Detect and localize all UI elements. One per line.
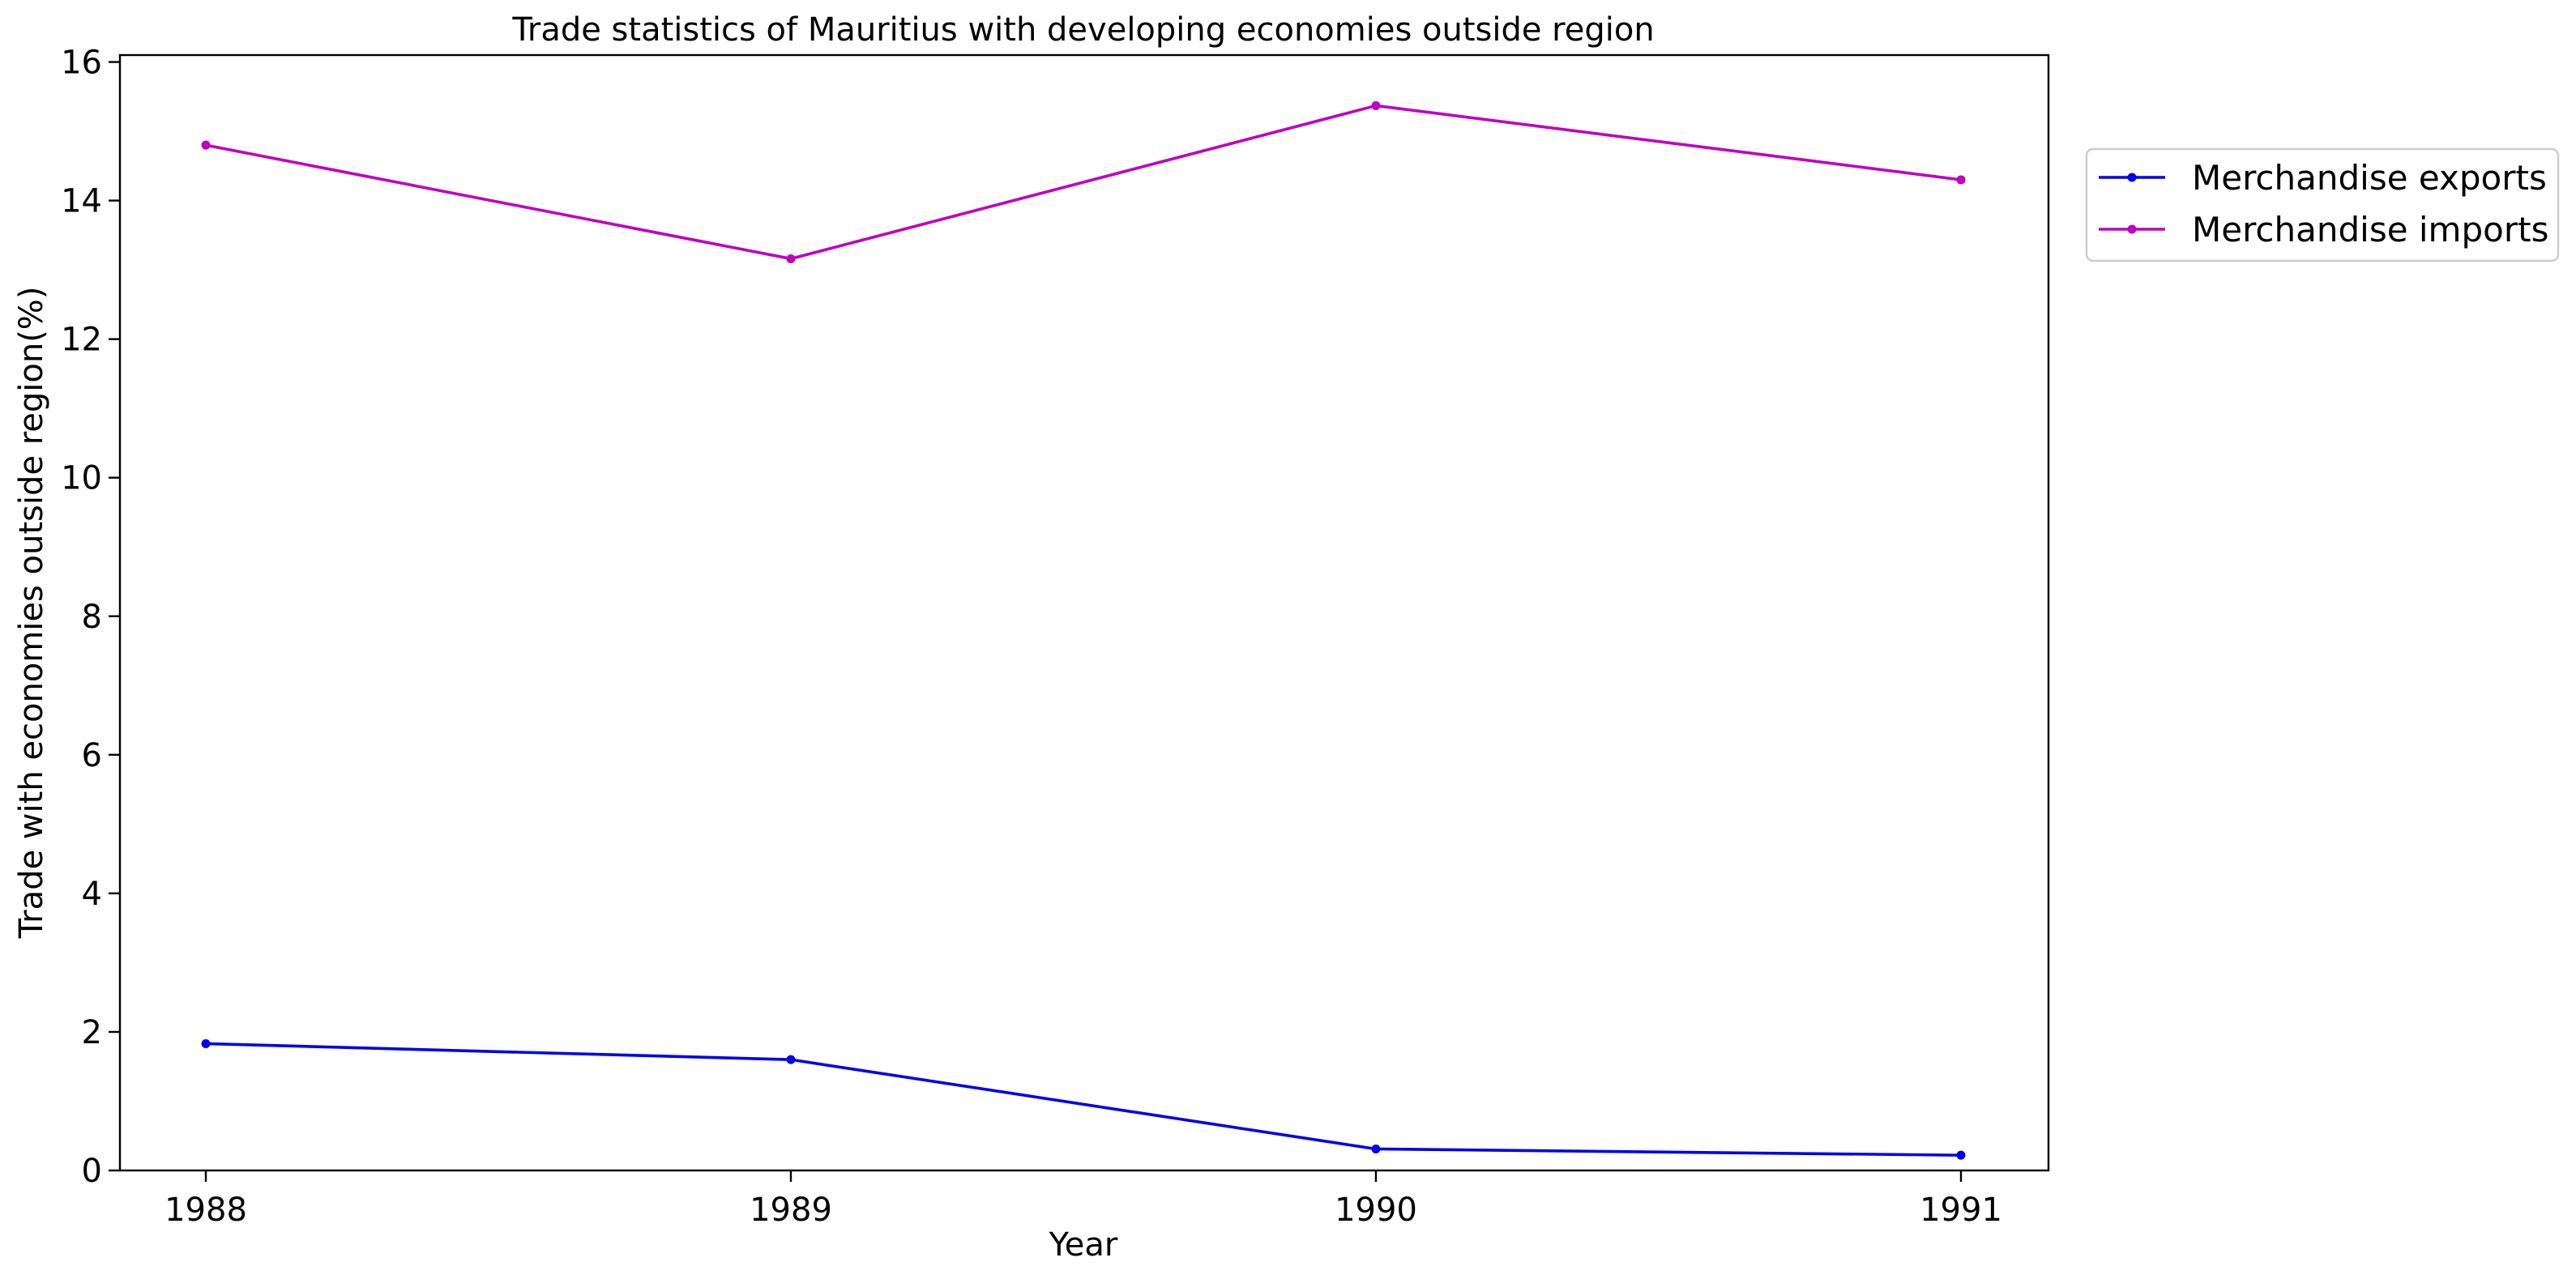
x-tick-label: 1988 [164, 1192, 247, 1229]
data-point [1956, 1150, 1966, 1160]
x-axis: 1988 1989 1990 1991 [164, 1170, 2002, 1229]
legend-label-0: Merchandise exports [2192, 158, 2547, 198]
y-tick-label: 4 [82, 876, 102, 913]
y-axis: 0 2 4 6 8 10 12 14 16 [61, 45, 120, 1190]
y-axis-label: Trade with economies outside region(%) [13, 287, 50, 940]
data-point [1371, 1144, 1381, 1153]
x-tick-label: 1991 [1920, 1192, 2002, 1229]
y-tick-label: 10 [61, 460, 102, 497]
y-tick-label: 12 [61, 322, 102, 359]
legend-label-1: Merchandise imports [2192, 210, 2548, 249]
y-tick-label: 14 [61, 183, 102, 220]
chart-title: Trade statistics of Mauritius with devel… [511, 11, 1654, 49]
legend-box [2085, 147, 2560, 262]
x-axis-label: Year [1049, 1226, 1118, 1264]
series-line-1 [205, 104, 1962, 261]
data-point [1956, 175, 1966, 185]
x-tick-label: 1990 [1335, 1192, 1417, 1229]
legend: Merchandise exports Merchandise imports [2085, 147, 2560, 262]
data-point [786, 254, 796, 263]
y-tick-label: 2 [82, 1014, 102, 1051]
y-tick-label: 0 [82, 1153, 102, 1190]
y-tick-label: 8 [82, 599, 102, 636]
data-point [201, 140, 211, 150]
legend-marker-0 [2127, 173, 2137, 182]
data-point [786, 1055, 796, 1064]
y-tick-label: 6 [82, 737, 102, 774]
series-line-0 [205, 1042, 1962, 1157]
legend-marker-1 [2127, 224, 2137, 234]
plot-area [118, 53, 2050, 1172]
data-point [1371, 100, 1381, 110]
series-layer [201, 100, 1966, 1160]
x-tick-label: 1989 [750, 1192, 832, 1229]
y-tick-label: 16 [61, 45, 102, 82]
data-point [201, 1038, 211, 1048]
